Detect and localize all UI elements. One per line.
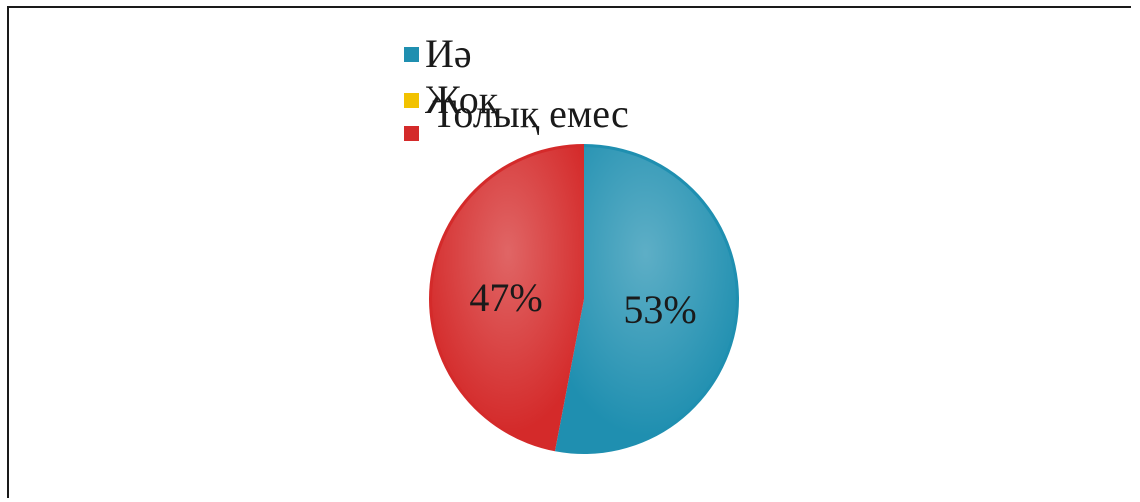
- legend-label: Жоқ: [425, 77, 499, 122]
- data-label-2: 47%: [469, 275, 542, 320]
- legend-label-overlap: Толық емес: [432, 91, 629, 136]
- legend-item-2: [404, 126, 425, 141]
- data-label-0: 53%: [623, 287, 696, 332]
- pie-slice-highlight-0: [555, 147, 736, 451]
- pie-slice-highlight-2: [432, 147, 584, 449]
- legend-label: Иә: [425, 31, 472, 76]
- legend-swatch: [404, 92, 419, 108]
- legend-item-0: Иә: [404, 34, 472, 74]
- legend-swatch: [404, 126, 419, 141]
- legend-item-1: Жоқ: [404, 80, 498, 120]
- legend-swatch: [404, 46, 419, 62]
